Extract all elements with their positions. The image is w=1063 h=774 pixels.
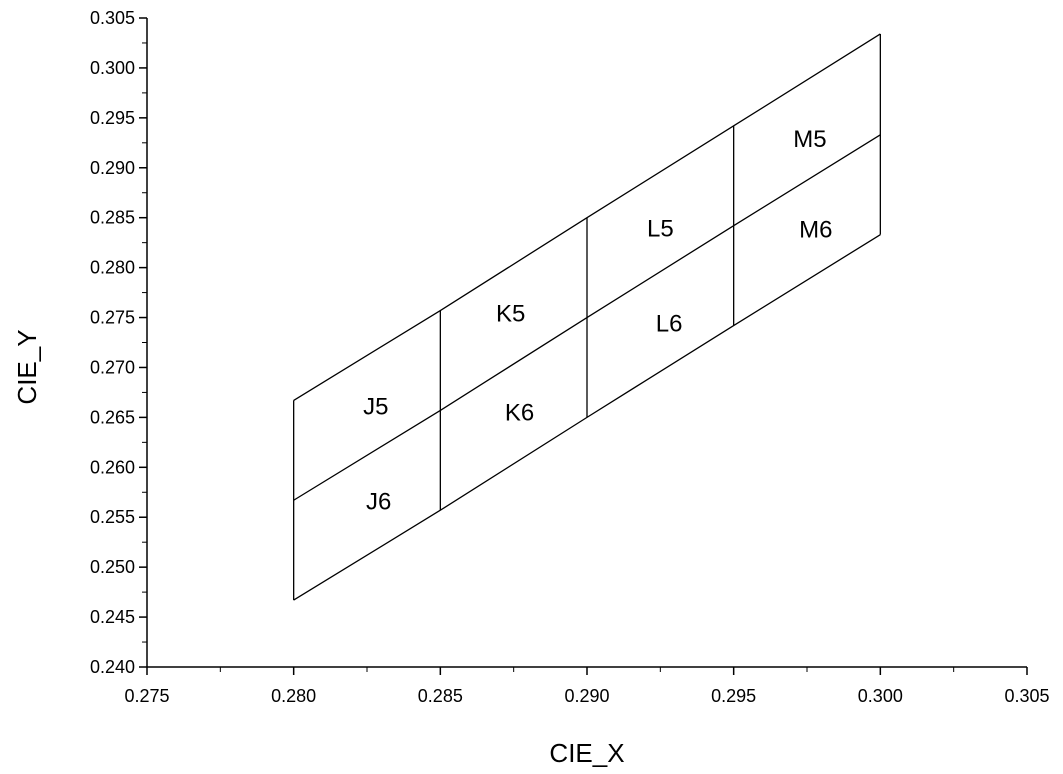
x-tick-label: 0.295 <box>711 686 756 706</box>
y-tick-label: 0.240 <box>90 657 135 677</box>
bin-labels: J5 J6 K5 K6 L5 L6 M5 M6 <box>363 126 832 515</box>
bin-label-l5: L5 <box>647 216 674 243</box>
x-tick-label: 0.275 <box>124 686 169 706</box>
bin-label-m5: M5 <box>793 126 826 153</box>
x-axis-title: CIE_X <box>549 738 624 768</box>
x-tick-label: 0.285 <box>418 686 463 706</box>
x-tick-label: 0.300 <box>858 686 903 706</box>
bin-label-m6: M6 <box>799 217 832 244</box>
y-tick-label: 0.270 <box>90 357 135 377</box>
y-tick-label: 0.255 <box>90 507 135 527</box>
bin-label-j5: J5 <box>363 393 388 420</box>
y-tick-label: 0.300 <box>90 58 135 78</box>
axes: 0.275 0.280 0.285 0.290 0.295 0.300 0.305 0.240… <box>90 8 1050 706</box>
bin-label-k6: K6 <box>505 399 534 426</box>
y-tick-label: 0.275 <box>90 308 135 328</box>
bin-regions <box>293 33 881 601</box>
x-tick-label: 0.305 <box>1004 686 1049 706</box>
y-tick-label: 0.305 <box>90 8 135 28</box>
y-tick-label: 0.290 <box>90 158 135 178</box>
x-tick-label: 0.290 <box>564 686 609 706</box>
y-tick-label: 0.260 <box>90 457 135 477</box>
bin-label-k5: K5 <box>496 301 525 328</box>
y-tick-label: 0.295 <box>90 108 135 128</box>
x-tick-label: 0.280 <box>271 686 316 706</box>
y-tick-label: 0.285 <box>90 208 135 228</box>
y-tick-label: 0.280 <box>90 258 135 278</box>
y-tick-label: 0.265 <box>90 407 135 427</box>
bin-label-j6: J6 <box>366 488 391 515</box>
y-axis-title: CIE_Y <box>12 329 42 404</box>
y-tick-label: 0.245 <box>90 607 135 627</box>
bin-label-l6: L6 <box>656 311 683 338</box>
y-tick-label: 0.250 <box>90 557 135 577</box>
